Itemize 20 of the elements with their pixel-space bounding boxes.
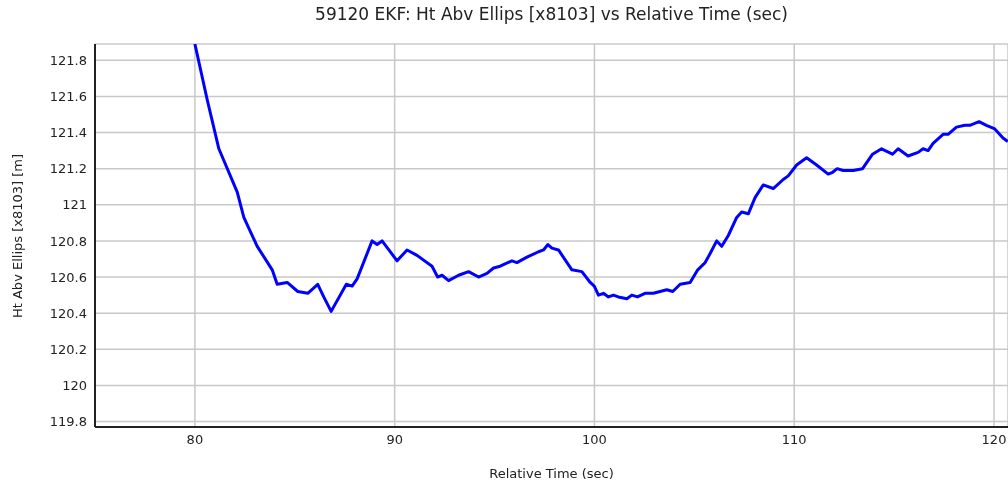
y-tick-label: 121.8 [49,52,87,68]
chart-title: 59120 EKF: Ht Abv Ellips [x8103] vs Relative Time (sec) [314,4,789,24]
x-tick-label: 120 [981,432,1007,448]
y-axis-title: Ht Abv Ellips [x8103] [m] [9,153,25,319]
y-tick-label: 120 [62,378,87,394]
x-tick-label: 110 [781,432,807,448]
x-tick-label: 80 [186,432,204,448]
y-tick-label: 120.6 [49,269,87,285]
y-tick-label: 121 [62,197,87,213]
y-tick-label: 121.4 [49,125,87,141]
y-tick-label: 121.2 [49,161,87,177]
y-tick-label: 121.6 [49,89,87,105]
x-axis-title: Relative Time (sec) [488,466,615,481]
x-tick-label: 90 [386,432,403,448]
y-tick-label: 120.8 [49,233,87,249]
y-tick-label: 120.4 [49,305,87,321]
y-tick-label: 120.2 [49,341,87,357]
y-tick-label: 119.8 [49,414,87,430]
line-series [193,44,1008,313]
x-tick-label: 100 [582,432,607,448]
